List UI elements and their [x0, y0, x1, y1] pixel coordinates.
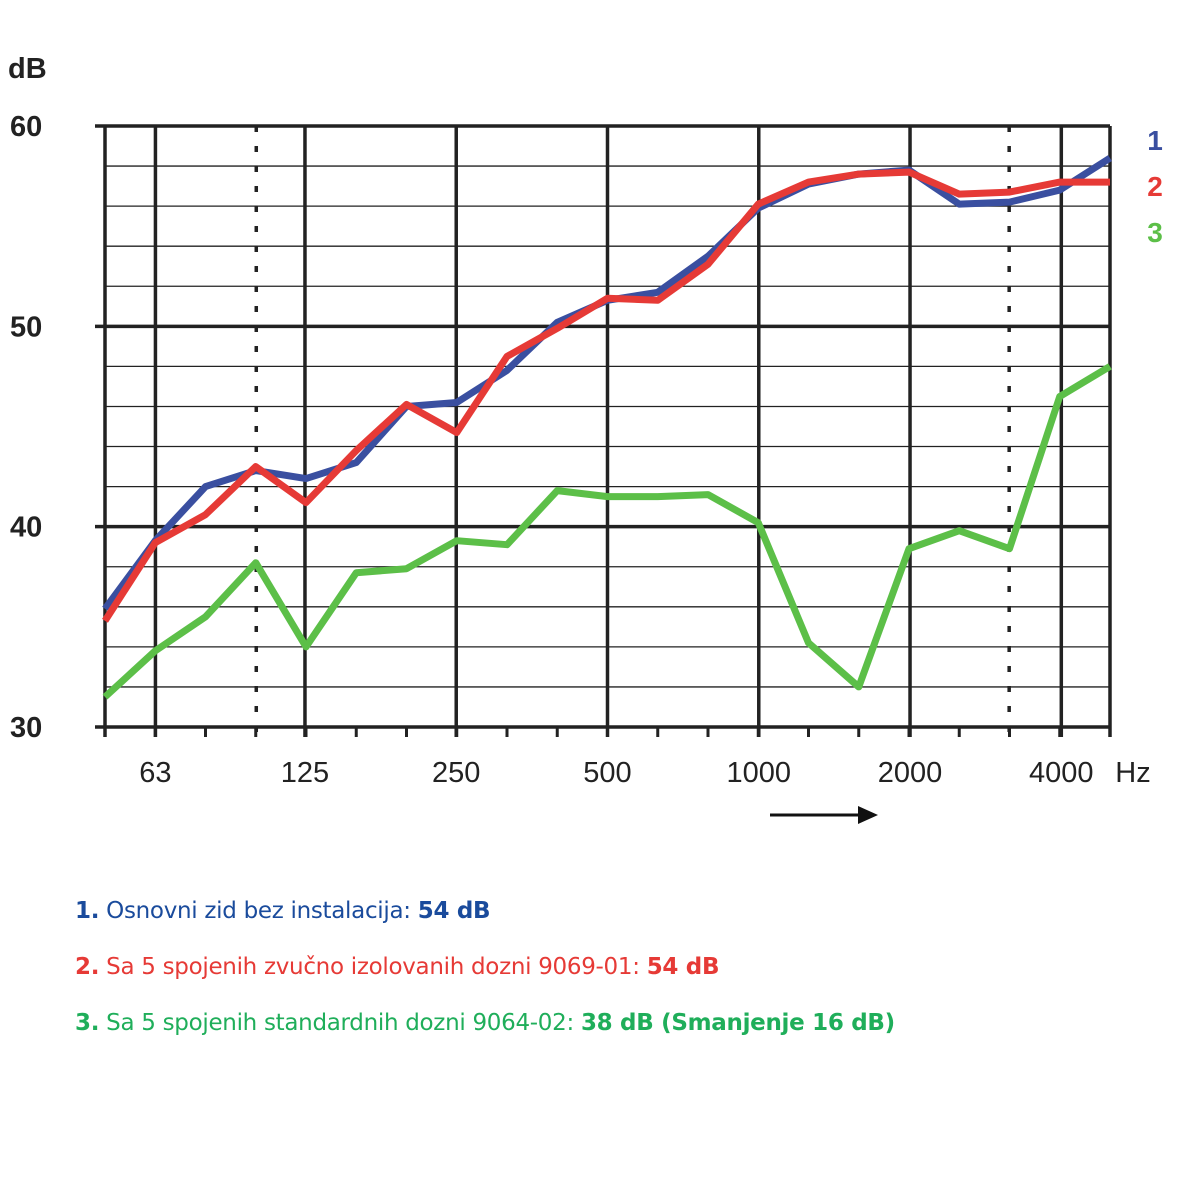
y-tick-label: 50: [10, 311, 42, 343]
legend-number: 2.: [75, 954, 100, 980]
line-chart: 30 40 50 60 dB 63 125 250 500 1000 2000 4000 Hz 1 2 3: [8, 53, 1163, 824]
y-tick-label: 60: [10, 111, 42, 143]
legend-value: 54 dB: [417, 898, 491, 924]
legend-text: Sa 5 spojenih zvučno izolovanih dozni 90…: [99, 954, 647, 980]
legend-text: Osnovni zid bez instalacija:: [99, 898, 418, 924]
series-label-2: 2: [1147, 171, 1163, 202]
x-tick-label: 1000: [727, 757, 792, 789]
legend-value: 54 dB: [646, 954, 720, 980]
legend-text: Sa 5 spojenih standardnih dozni 9064-02:: [99, 1010, 581, 1036]
x-tick-label: 250: [432, 757, 480, 789]
y-tick-label: 40: [10, 512, 42, 544]
y-tick-label: 30: [10, 712, 42, 744]
x-tick-label: 4000: [1029, 757, 1094, 789]
x-tick-label: 63: [139, 757, 171, 789]
legend-item-3: 3. Sa 5 spojenih standardnih dozni 9064-…: [75, 1010, 895, 1036]
legend-value: 38 dB (Smanjenje 16 dB): [580, 1010, 895, 1036]
frequency-arrow-head: [858, 806, 878, 824]
series-label-3: 3: [1147, 217, 1163, 248]
x-tick-label: 125: [281, 757, 329, 789]
legend-number: 3.: [75, 1010, 100, 1036]
legend-item-2: 2. Sa 5 spojenih zvučno izolovanih dozni…: [75, 954, 720, 980]
y-axis-unit-label: dB: [8, 53, 47, 85]
legend-number: 1.: [75, 898, 100, 924]
x-axis-unit-label: Hz: [1115, 757, 1150, 789]
x-tick-label: 2000: [878, 757, 943, 789]
series-label-1: 1: [1147, 125, 1163, 156]
legend-item-1: 1. Osnovni zid bez instalacija: 54 dB: [75, 898, 491, 924]
x-tick-label: 500: [583, 757, 631, 789]
